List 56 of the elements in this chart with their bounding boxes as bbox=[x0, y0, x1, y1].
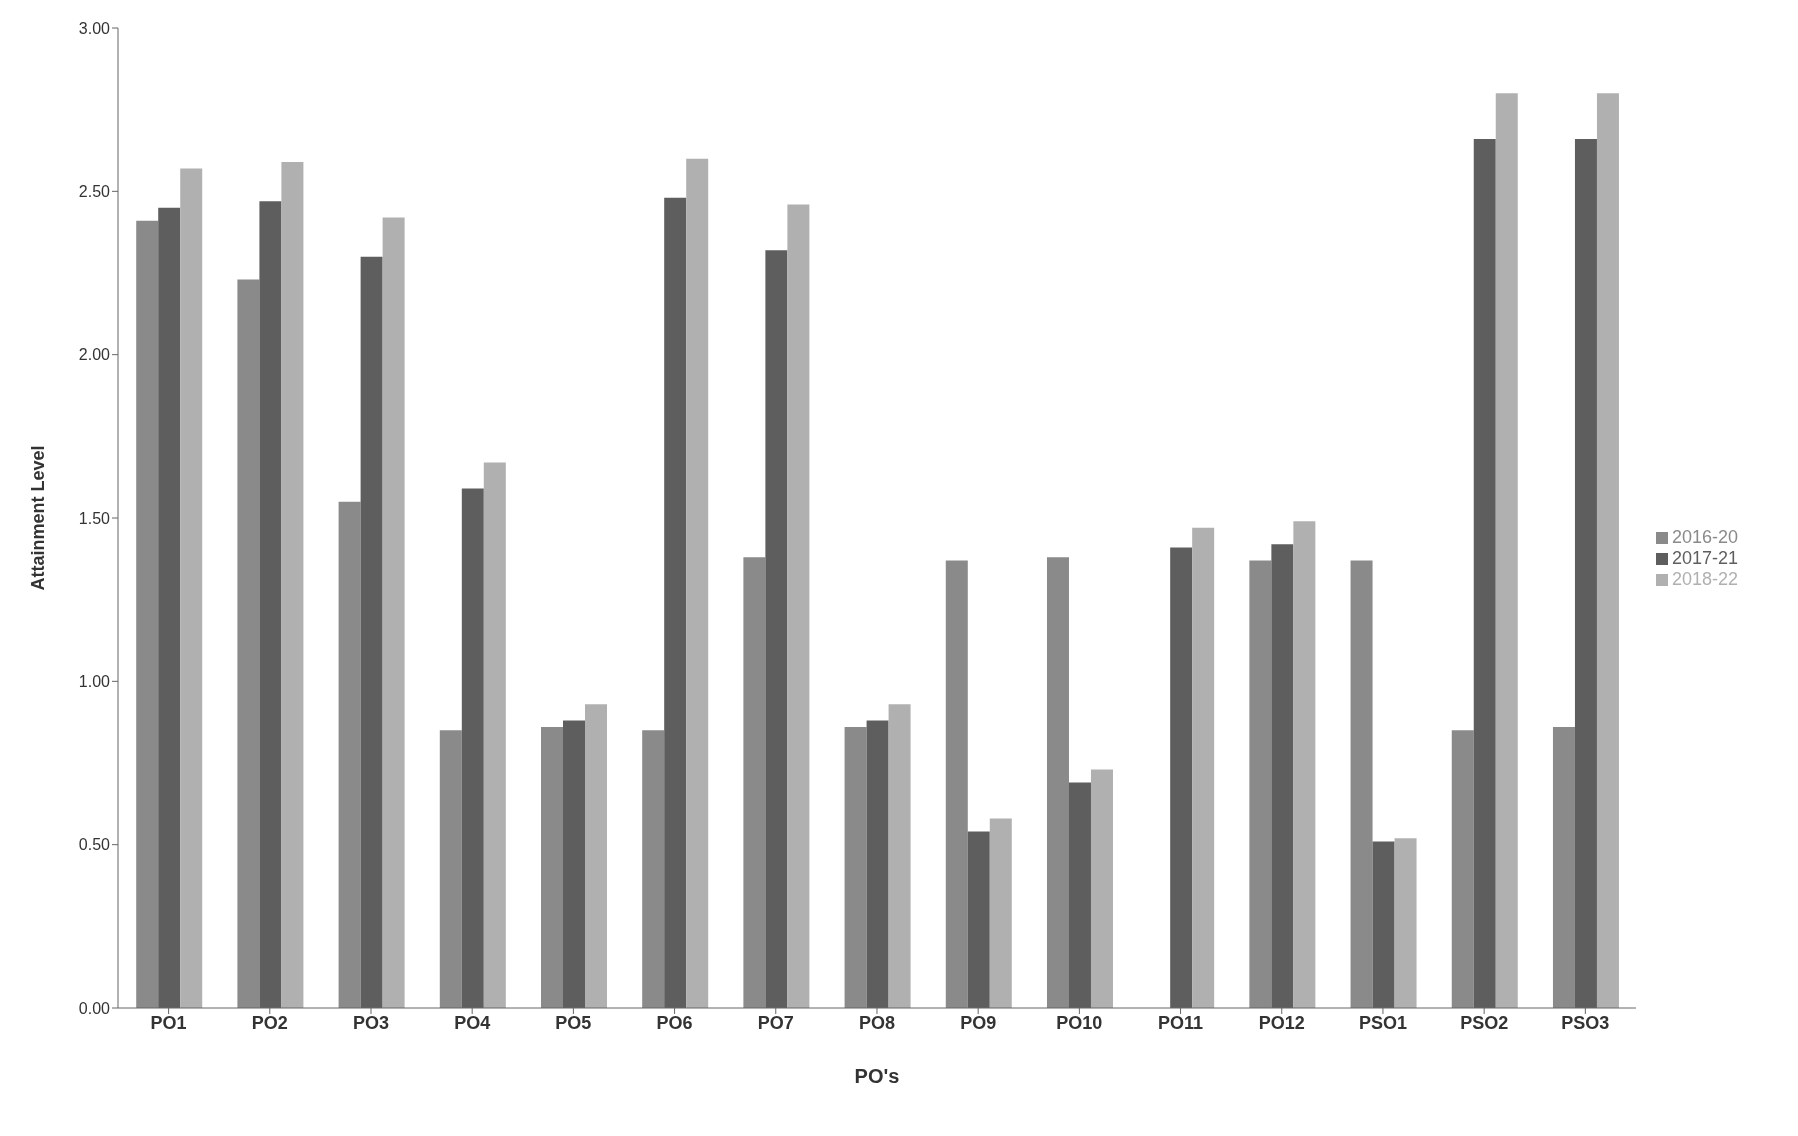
x-tick-label: PO4 bbox=[454, 1012, 491, 1033]
y-tick-label: 0.00 bbox=[78, 999, 111, 1017]
y-tick-label: 1.50 bbox=[78, 509, 111, 527]
bar bbox=[945, 560, 968, 1008]
bar bbox=[541, 727, 563, 1008]
bar bbox=[382, 217, 405, 1008]
bar bbox=[1394, 838, 1417, 1008]
bar bbox=[1552, 727, 1575, 1008]
legend-label: 2018-22 bbox=[1671, 568, 1738, 589]
bar bbox=[1495, 93, 1518, 1008]
bar bbox=[642, 730, 665, 1008]
bar bbox=[1293, 521, 1316, 1008]
y-axis-title: Attainment Level bbox=[28, 445, 49, 591]
x-tick-label: PSO1 bbox=[1358, 1012, 1407, 1033]
legend-label: 2017-21 bbox=[1671, 547, 1738, 568]
bar bbox=[1090, 769, 1113, 1008]
bar bbox=[844, 727, 867, 1008]
y-tick-label: 2.00 bbox=[78, 346, 111, 364]
x-tick-label: PSO2 bbox=[1460, 1012, 1509, 1033]
bar bbox=[1596, 93, 1619, 1008]
bar bbox=[888, 704, 911, 1008]
bar bbox=[787, 204, 810, 1008]
bar bbox=[743, 557, 766, 1008]
x-tick-label: PO12 bbox=[1258, 1012, 1305, 1033]
x-tick-label: PO11 bbox=[1158, 1012, 1204, 1033]
bar bbox=[281, 161, 304, 1008]
bar bbox=[1350, 560, 1373, 1008]
x-tick-label: PO1 bbox=[150, 1012, 187, 1033]
x-tick-label: PO5 bbox=[555, 1012, 592, 1033]
x-tick-label: PO7 bbox=[757, 1012, 794, 1033]
bar bbox=[180, 168, 203, 1008]
x-tick-label: PO6 bbox=[656, 1012, 693, 1033]
x-tick-label: PO8 bbox=[858, 1012, 895, 1033]
bar bbox=[989, 818, 1012, 1008]
x-tick-label: PO2 bbox=[251, 1012, 288, 1033]
x-axis-title: PO's bbox=[854, 1065, 900, 1087]
x-tick-label: PSO3 bbox=[1561, 1012, 1610, 1033]
x-tick-label: PO3 bbox=[352, 1012, 390, 1033]
bar bbox=[686, 158, 709, 1008]
y-tick-label: 0.50 bbox=[78, 836, 111, 854]
y-tick-label: 1.00 bbox=[78, 673, 111, 691]
bar bbox=[1451, 730, 1474, 1008]
bar bbox=[237, 279, 260, 1008]
y-tick-label: 2.50 bbox=[78, 183, 111, 201]
bar bbox=[338, 501, 361, 1008]
bar bbox=[1249, 560, 1272, 1008]
bar bbox=[136, 220, 159, 1008]
x-tick-label: PO9 bbox=[960, 1012, 997, 1033]
bar bbox=[1046, 557, 1069, 1008]
bar bbox=[585, 704, 607, 1008]
y-tick-label: 3.00 bbox=[78, 19, 111, 37]
legend-label: 2016-20 bbox=[1671, 526, 1738, 547]
bar bbox=[1192, 527, 1215, 1008]
bar bbox=[483, 462, 506, 1008]
x-tick-label: PO10 bbox=[1056, 1012, 1103, 1033]
bar bbox=[439, 730, 462, 1008]
